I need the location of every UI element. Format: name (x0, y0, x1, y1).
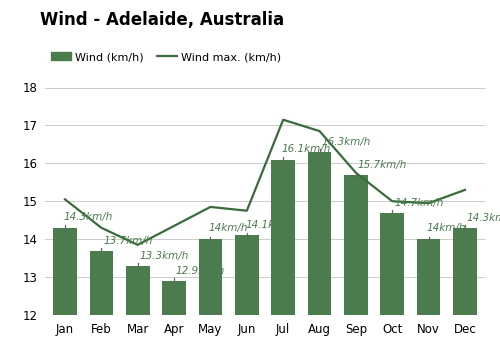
Text: 14.3km/h: 14.3km/h (467, 213, 500, 223)
Bar (198, 239, 222, 315)
Text: 16.3km/h: 16.3km/h (322, 138, 370, 147)
Text: 13.3km/h: 13.3km/h (140, 251, 189, 261)
Bar (417, 239, 440, 315)
Text: 16.1km/h: 16.1km/h (282, 144, 331, 154)
Bar (235, 236, 258, 315)
Text: 14km/h: 14km/h (208, 224, 248, 233)
Bar (344, 175, 368, 315)
Bar (90, 251, 113, 315)
Bar (162, 281, 186, 315)
Bar (272, 160, 295, 315)
Bar (308, 152, 332, 315)
Text: 14km/h: 14km/h (427, 224, 467, 233)
Bar (53, 228, 77, 315)
Text: 14.3km/h: 14.3km/h (63, 212, 112, 222)
Legend: Wind (km/h), Wind max. (km/h): Wind (km/h), Wind max. (km/h) (50, 52, 282, 62)
Text: 13.7km/h: 13.7km/h (103, 236, 152, 246)
Bar (126, 266, 150, 315)
Text: 14.7km/h: 14.7km/h (394, 198, 444, 208)
Bar (380, 213, 404, 315)
Text: Wind - Adelaide, Australia: Wind - Adelaide, Australia (40, 10, 284, 28)
Text: 12.9km/h: 12.9km/h (176, 266, 226, 277)
Text: 14.1km/h: 14.1km/h (245, 220, 294, 230)
Text: 15.7km/h: 15.7km/h (358, 160, 407, 170)
Bar (453, 228, 477, 315)
